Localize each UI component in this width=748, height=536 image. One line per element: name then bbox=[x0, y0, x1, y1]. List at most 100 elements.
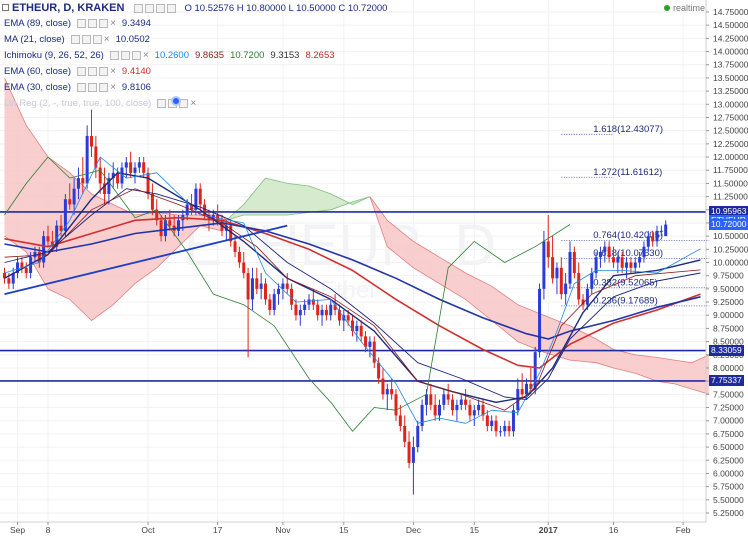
line-lagging bbox=[4, 156, 571, 432]
candle-body bbox=[477, 404, 481, 411]
candle-body bbox=[146, 172, 150, 194]
candle-body bbox=[381, 378, 385, 395]
eye-toggle-icon[interactable] bbox=[77, 82, 87, 92]
remove-indicator-icon[interactable]: × bbox=[142, 49, 149, 61]
candle-body bbox=[472, 410, 476, 416]
settings-icon[interactable] bbox=[81, 34, 91, 44]
candle-body bbox=[594, 257, 598, 274]
indicator-row[interactable]: EMA (30, close) × 9.8106 bbox=[0, 80, 157, 94]
format-icon[interactable] bbox=[99, 18, 109, 28]
visibility-toggle-icon[interactable] bbox=[134, 3, 144, 13]
candle-body bbox=[538, 288, 542, 353]
fib-level-label: 0.618(10.07630) bbox=[593, 248, 663, 259]
candle-body bbox=[585, 288, 589, 305]
remove-indicator-icon[interactable]: × bbox=[190, 97, 197, 109]
more-icon[interactable] bbox=[167, 3, 177, 13]
remove-indicator-icon[interactable]: × bbox=[110, 65, 116, 77]
indicator-row[interactable]: MA (21, close) × 10.0502 bbox=[0, 32, 156, 46]
candle-body bbox=[459, 399, 463, 405]
candle-body bbox=[63, 199, 67, 231]
price-tick-label: 12.75000 bbox=[713, 112, 748, 122]
price-tick-label: 8.75000 bbox=[713, 323, 744, 333]
line-ma21 bbox=[4, 172, 701, 403]
settings-icon[interactable] bbox=[88, 66, 98, 76]
fib-level-label: 0.764(10.42005) bbox=[593, 230, 663, 241]
candle-body bbox=[129, 162, 133, 173]
candle-body bbox=[264, 283, 267, 300]
candle-body bbox=[298, 309, 302, 316]
candle-body bbox=[85, 135, 89, 184]
time-axis[interactable]: Sep 8 Oct 17 Nov 15 Dec 15 2017 16 Feb bbox=[0, 521, 706, 535]
candle-body bbox=[346, 315, 350, 321]
candle-body bbox=[320, 309, 324, 316]
settings-icon[interactable] bbox=[120, 50, 130, 60]
candle-body bbox=[390, 389, 394, 395]
candle-body bbox=[590, 273, 594, 289]
candle-body bbox=[281, 283, 285, 289]
indicator-value: 9.3153 bbox=[270, 49, 300, 61]
candle-body bbox=[229, 225, 233, 242]
candle-body bbox=[398, 415, 402, 426]
menu-icon[interactable] bbox=[2, 4, 9, 11]
candle-body bbox=[351, 320, 354, 332]
remove-indicator-icon[interactable]: × bbox=[110, 81, 116, 93]
time-tick-label: Feb bbox=[676, 525, 691, 535]
eye-toggle-icon[interactable] bbox=[109, 50, 119, 60]
candle-body bbox=[542, 241, 546, 289]
eye-toggle-icon[interactable] bbox=[77, 66, 87, 76]
realtime-label: realtime bbox=[673, 3, 706, 13]
price-tick-label: 6.25000 bbox=[713, 455, 744, 465]
price-axis[interactable]: 14.75000 14.50000 14.25000 14.00000 13.75000… bbox=[705, 0, 748, 522]
format-icon[interactable] bbox=[99, 66, 109, 76]
eye-toggle-icon[interactable] bbox=[77, 18, 87, 28]
candle-body bbox=[242, 262, 246, 274]
candle-body bbox=[294, 304, 298, 316]
remove-indicator-icon[interactable]: × bbox=[110, 17, 116, 29]
candle-body bbox=[124, 162, 128, 168]
time-tick-label: Dec bbox=[406, 525, 422, 535]
candle-body bbox=[359, 325, 363, 337]
price-tick-label: 13.50000 bbox=[713, 73, 748, 83]
cloud-span-a bbox=[226, 177, 371, 221]
time-tick-label: 15 bbox=[470, 525, 480, 535]
trend-line[interactable] bbox=[4, 224, 288, 296]
remove-indicator-icon[interactable]: × bbox=[103, 33, 110, 45]
time-tick-label: 16 bbox=[609, 525, 619, 535]
indicator-row[interactable]: EMA (89, close) × 9.3494 bbox=[0, 16, 157, 30]
indicator-name: EMA (30, close) bbox=[4, 81, 72, 93]
price-tick-label: 12.25000 bbox=[713, 139, 748, 149]
price-tick-label: 9.25000 bbox=[713, 297, 744, 307]
candle-body bbox=[568, 251, 572, 284]
eye-icon[interactable] bbox=[171, 96, 181, 106]
candle-body bbox=[446, 394, 450, 400]
settings-icon[interactable] bbox=[145, 3, 155, 13]
candle-body bbox=[233, 241, 237, 252]
horizontal-lines bbox=[0, 211, 706, 382]
settings-icon[interactable] bbox=[88, 82, 98, 92]
format-icon[interactable] bbox=[131, 50, 141, 60]
price-tag: 7.75337 bbox=[709, 375, 744, 387]
price-tag: 8.33059 bbox=[709, 345, 744, 357]
candle-body bbox=[155, 209, 159, 221]
indicator-value: 8.2653 bbox=[305, 49, 335, 61]
indicator-name: EMA (60, close) bbox=[4, 65, 72, 77]
indicator-row[interactable]: Ichimoku (9, 26, 52, 26) × 10.2600 9.8635 10… bbox=[0, 48, 341, 62]
candle-body bbox=[368, 341, 372, 347]
line-ema60 bbox=[4, 216, 701, 369]
candle-body bbox=[307, 299, 311, 305]
candle-body bbox=[37, 251, 41, 263]
price-tick-label: 14.75000 bbox=[713, 7, 748, 17]
indicator-row[interactable]: EMA (60, close) × 9.4140 bbox=[0, 64, 157, 78]
ohlc-values: O 10.52576 H 10.80000 L 10.50000 C 10.72… bbox=[184, 2, 388, 14]
candle-body bbox=[438, 404, 441, 416]
indicator-value: 9.3494 bbox=[121, 17, 151, 29]
format-icon[interactable] bbox=[99, 82, 109, 92]
cloud-area bbox=[369, 196, 710, 395]
settings-icon[interactable] bbox=[88, 18, 98, 28]
candle-body bbox=[107, 178, 111, 194]
format-icon[interactable] bbox=[92, 34, 102, 44]
eye-toggle-icon[interactable] bbox=[70, 34, 80, 44]
format-icon[interactable] bbox=[156, 3, 166, 13]
eye-toggle-icon[interactable] bbox=[157, 98, 167, 108]
candle-body bbox=[481, 404, 485, 416]
